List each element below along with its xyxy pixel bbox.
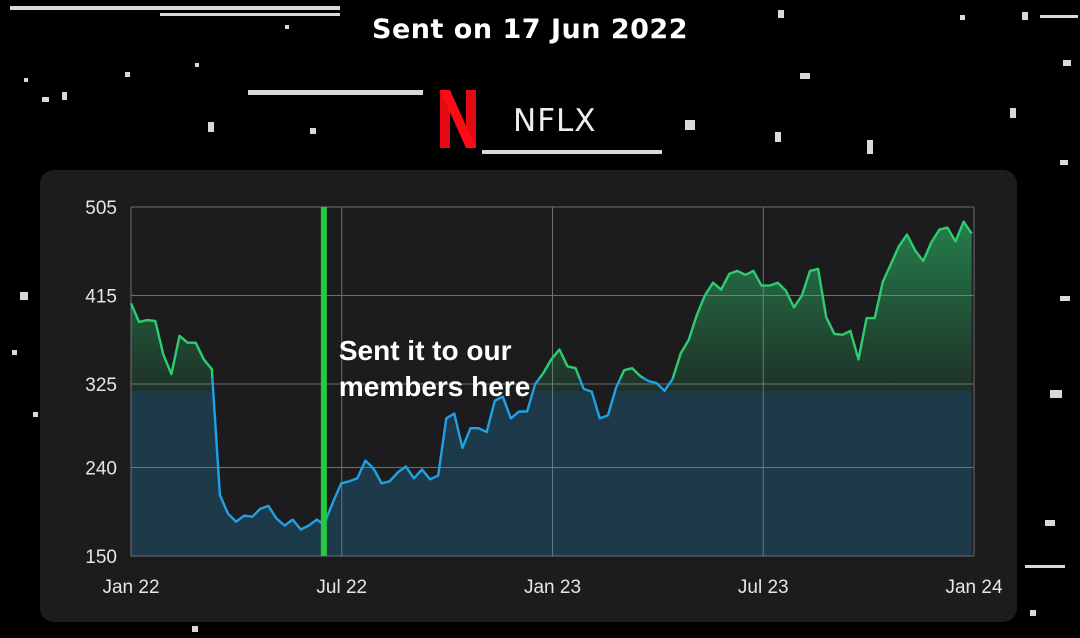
decor-speck [1030, 610, 1036, 616]
price-chart: Sent it to our members here 150 240 325 415… [85, 198, 1003, 598]
decor-speck [248, 90, 423, 95]
decor-speck [208, 122, 214, 132]
decor-speck [10, 6, 340, 10]
decor-speck [1040, 15, 1078, 18]
decor-speck [960, 15, 965, 20]
chart-card: Sent it to our members here 150 240 325 415… [40, 170, 1017, 622]
logo-diagonal-stroke [440, 90, 476, 148]
y-tick-label: 415 [85, 286, 117, 307]
decor-speck [195, 63, 199, 67]
decor-speck [778, 10, 784, 18]
decor-speck [24, 78, 28, 82]
y-tick-label: 505 [85, 198, 117, 219]
decor-speck [1045, 520, 1055, 526]
decor-speck [482, 150, 662, 154]
logo-right-stroke [466, 90, 476, 148]
decor-speck [800, 73, 810, 79]
decor-speck [1060, 296, 1070, 301]
decor-speck [125, 72, 130, 77]
x-tick-label: Jul 23 [738, 577, 789, 598]
sent-marker-line [320, 207, 327, 556]
decor-speck [20, 292, 28, 300]
y-tick-label: 240 [85, 459, 117, 480]
ticker-symbol: NFLX [513, 103, 597, 139]
x-tick-label: Jul 22 [316, 577, 367, 598]
decor-speck [192, 626, 198, 632]
decor-speck [160, 13, 340, 16]
decor-speck [685, 120, 695, 130]
y-tick-label: 325 [85, 375, 117, 396]
decor-speck [62, 92, 67, 100]
x-tick-label: Jan 24 [945, 577, 1002, 598]
logo-left-stroke [440, 90, 450, 148]
decor-speck [1063, 60, 1071, 66]
decor-speck [310, 128, 316, 134]
page-title: Sent on 17 Jun 2022 [372, 14, 688, 45]
decor-speck [775, 132, 781, 142]
price-area-fill [131, 221, 972, 556]
decor-speck [285, 25, 289, 29]
annotation-text-line-1: Sent it to our [339, 335, 512, 366]
decor-speck [42, 97, 49, 102]
y-tick-label: 150 [85, 547, 117, 568]
decor-speck [1022, 12, 1028, 20]
decor-speck [1010, 108, 1016, 118]
decor-speck [33, 412, 38, 417]
x-tick-label: Jan 23 [524, 577, 581, 598]
annotation-text-line-2: members here [339, 371, 530, 402]
price-line [129, 220, 973, 531]
x-tick-label: Jan 22 [102, 577, 159, 598]
netflix-n-icon [440, 90, 476, 148]
decor-speck [1025, 565, 1065, 568]
decor-speck [867, 140, 873, 154]
decor-speck [1060, 160, 1068, 165]
decor-speck [1050, 390, 1062, 398]
decor-speck [12, 350, 17, 355]
